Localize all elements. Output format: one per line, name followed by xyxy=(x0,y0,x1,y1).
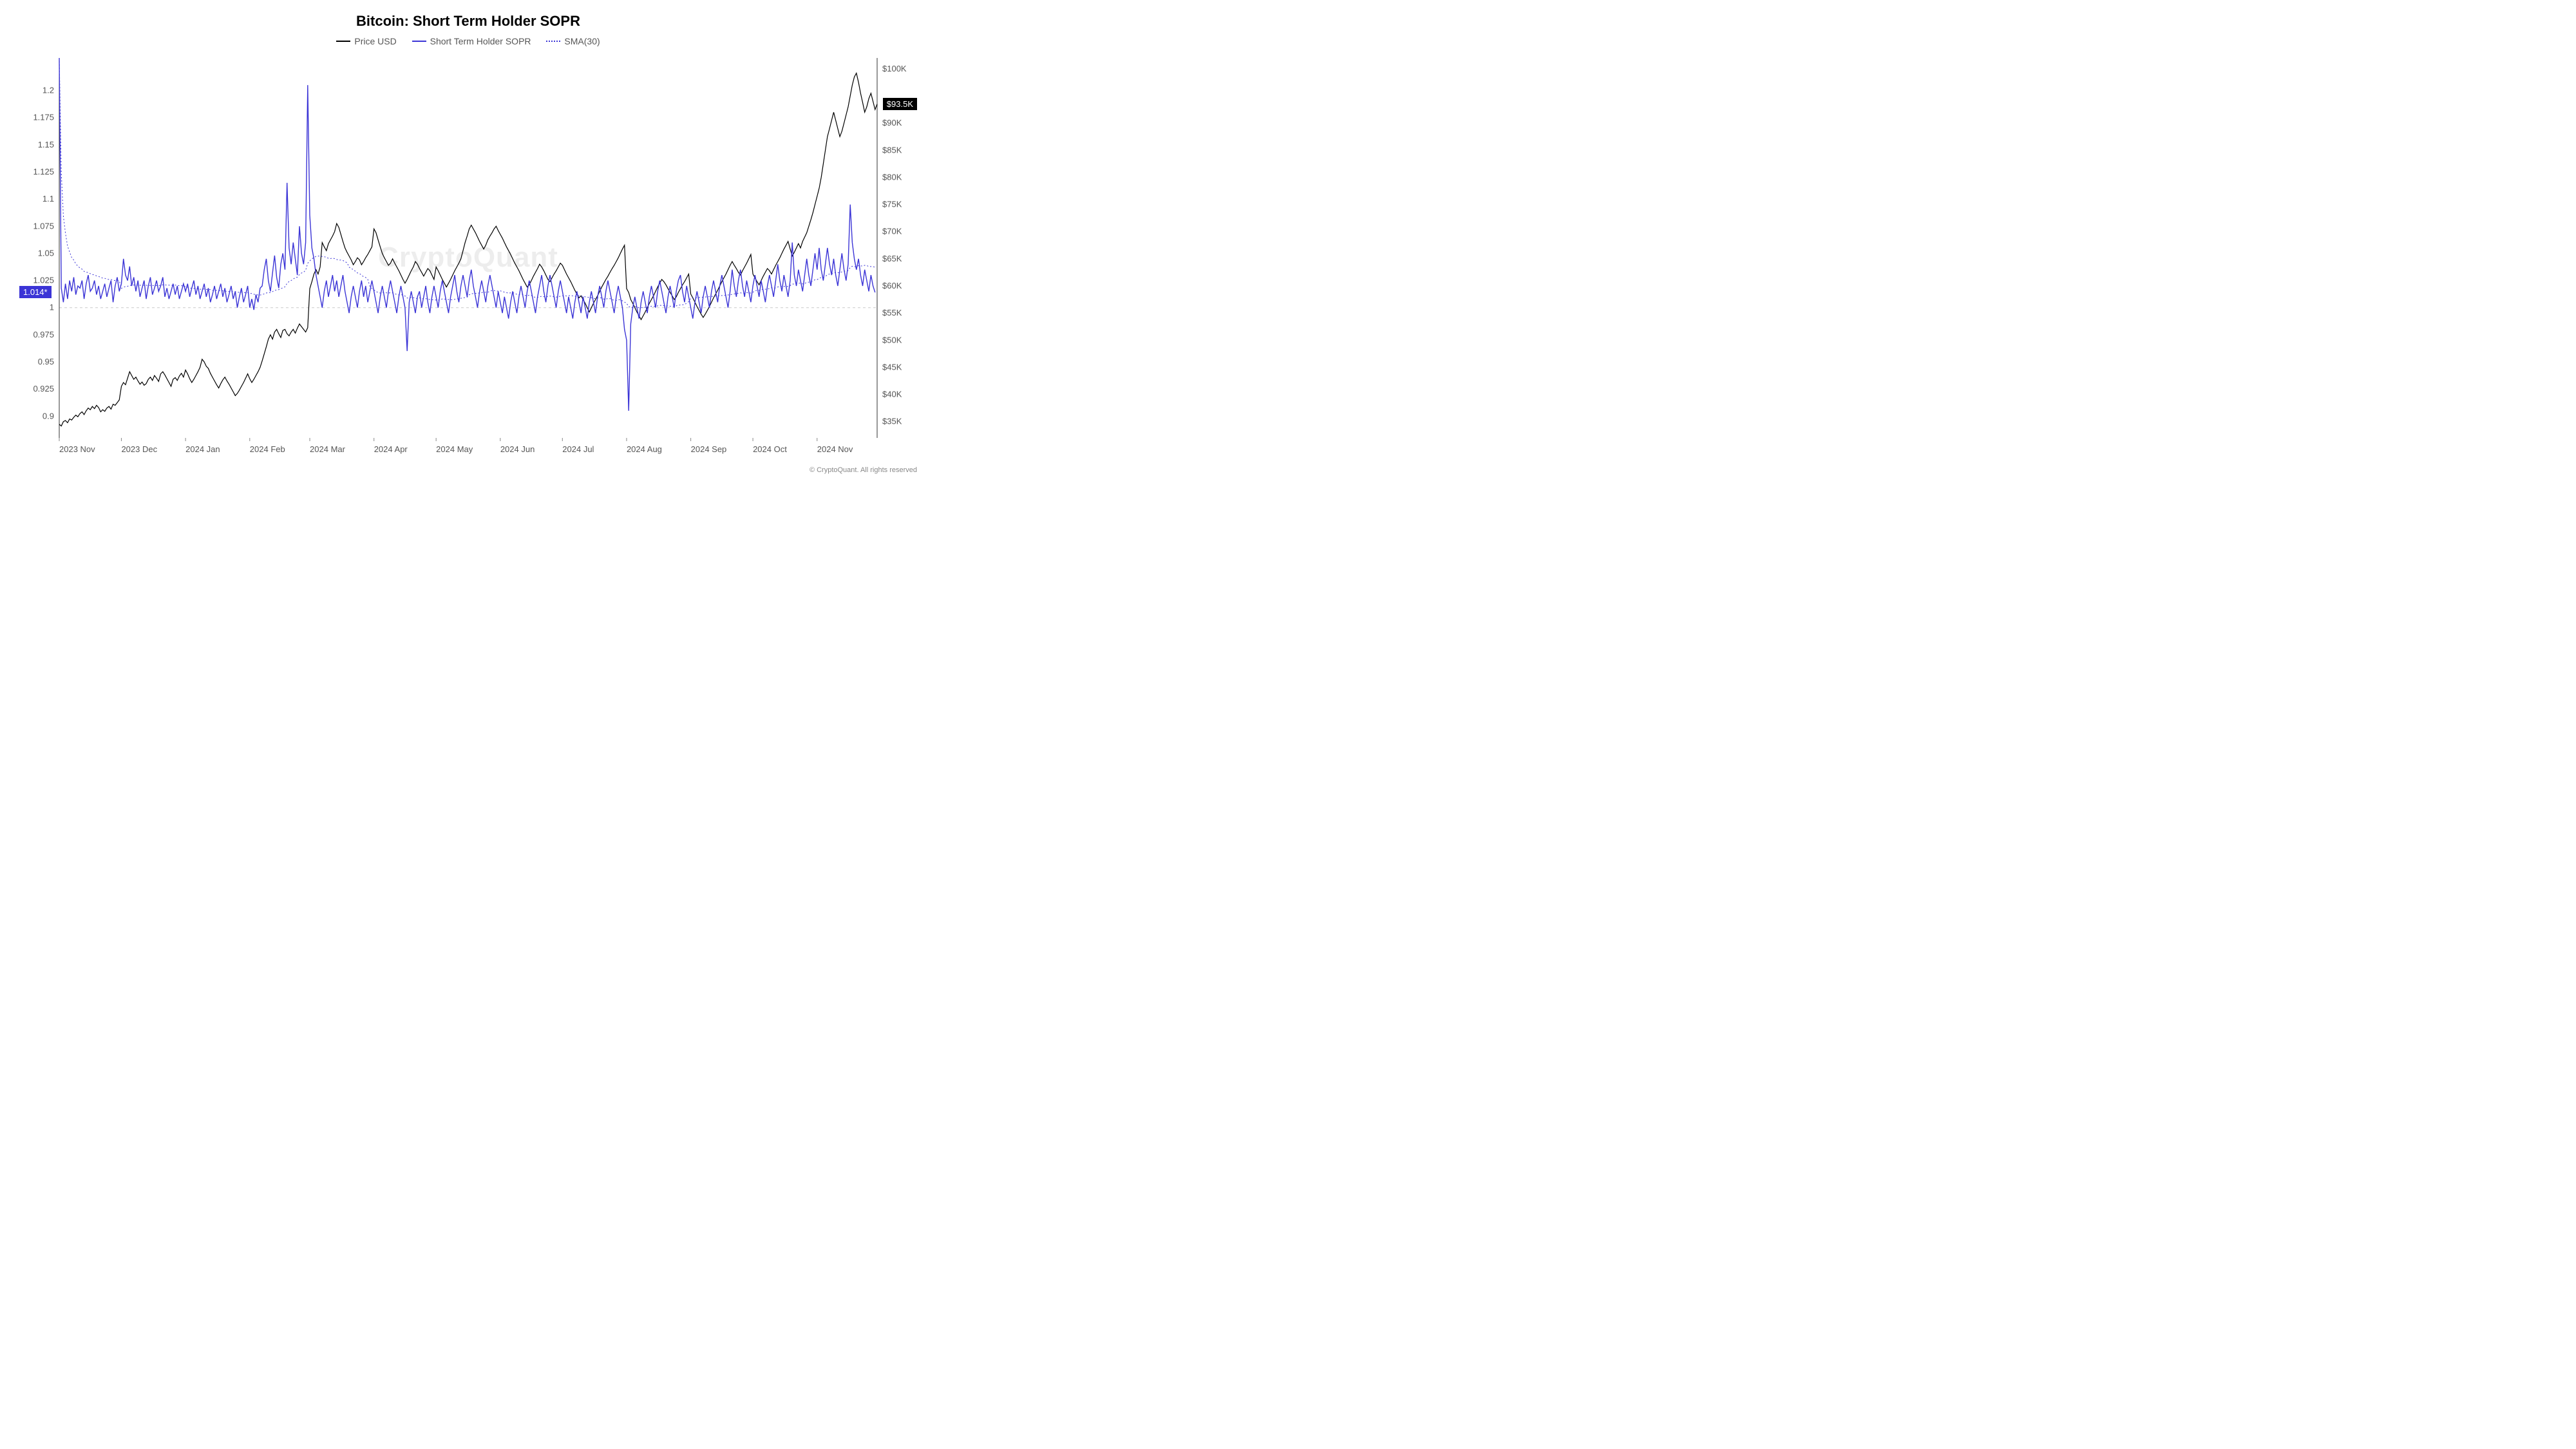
right-axis-badge: $93.5K xyxy=(883,98,917,110)
svg-text:1.2: 1.2 xyxy=(43,86,54,95)
svg-text:2024 Feb: 2024 Feb xyxy=(250,444,285,454)
svg-text:0.925: 0.925 xyxy=(33,384,54,393)
svg-text:2023 Dec: 2023 Dec xyxy=(121,444,157,454)
chart-svg: 0.9 0.925 0.95 0.975 1 1.025 1.05 1.075 1.1 1.125… xyxy=(19,52,917,464)
svg-text:2024 May: 2024 May xyxy=(436,444,473,454)
legend-swatch xyxy=(546,41,560,42)
svg-text:$80K: $80K xyxy=(882,172,902,182)
left-axis-badge: 1.014* xyxy=(19,286,52,298)
svg-text:2024 Oct: 2024 Oct xyxy=(753,444,787,454)
svg-text:$45K: $45K xyxy=(882,362,902,372)
svg-text:$55K: $55K xyxy=(882,308,902,317)
svg-text:$70K: $70K xyxy=(882,227,902,236)
legend-item-sma: SMA(30) xyxy=(546,36,600,46)
chart-area[interactable]: CryptoQuant 0.90.9250.950.97511.0251.051… xyxy=(19,52,917,464)
svg-text:0.9: 0.9 xyxy=(43,411,54,421)
svg-text:$90K: $90K xyxy=(882,118,902,128)
legend-label: Short Term Holder SOPR xyxy=(430,36,531,46)
legend-label: SMA(30) xyxy=(564,36,600,46)
svg-text:2024 Aug: 2024 Aug xyxy=(627,444,662,454)
svg-text:1.05: 1.05 xyxy=(38,248,54,258)
svg-text:2023 Nov: 2023 Nov xyxy=(59,444,95,454)
svg-text:1.025: 1.025 xyxy=(33,276,54,285)
svg-text:2024 Sep: 2024 Sep xyxy=(691,444,727,454)
legend-swatch xyxy=(336,41,350,42)
legend-label: Price USD xyxy=(354,36,396,46)
svg-text:$65K: $65K xyxy=(882,254,902,263)
svg-text:$50K: $50K xyxy=(882,335,902,345)
svg-text:$85K: $85K xyxy=(882,145,902,155)
svg-text:2024 Mar: 2024 Mar xyxy=(310,444,346,454)
svg-text:1: 1 xyxy=(50,303,54,312)
svg-text:2024 Apr: 2024 Apr xyxy=(374,444,408,454)
svg-text:2024 Jan: 2024 Jan xyxy=(185,444,220,454)
svg-text:1.15: 1.15 xyxy=(38,140,54,149)
svg-text:1.175: 1.175 xyxy=(33,113,54,122)
svg-text:1.1: 1.1 xyxy=(43,194,54,204)
svg-text:$60K: $60K xyxy=(882,281,902,290)
svg-text:0.95: 0.95 xyxy=(38,357,54,366)
copyright-footer: © CryptoQuant. All rights reserved xyxy=(19,466,917,474)
svg-text:$35K: $35K xyxy=(882,417,902,426)
svg-text:2024 Jun: 2024 Jun xyxy=(500,444,535,454)
svg-text:2024 Jul: 2024 Jul xyxy=(562,444,594,454)
chart-legend: Price USD Short Term Holder SOPR SMA(30) xyxy=(19,33,917,46)
chart-title: Bitcoin: Short Term Holder SOPR xyxy=(19,13,917,30)
svg-text:$40K: $40K xyxy=(882,390,902,399)
svg-text:$75K: $75K xyxy=(882,200,902,209)
legend-item-price: Price USD xyxy=(336,36,396,46)
legend-item-sopr: Short Term Holder SOPR xyxy=(412,36,531,46)
svg-text:1.075: 1.075 xyxy=(33,221,54,231)
svg-text:1.125: 1.125 xyxy=(33,167,54,176)
svg-text:0.975: 0.975 xyxy=(33,330,54,339)
svg-text:$100K: $100K xyxy=(882,64,907,73)
svg-text:2024 Nov: 2024 Nov xyxy=(817,444,853,454)
legend-swatch xyxy=(412,41,426,42)
